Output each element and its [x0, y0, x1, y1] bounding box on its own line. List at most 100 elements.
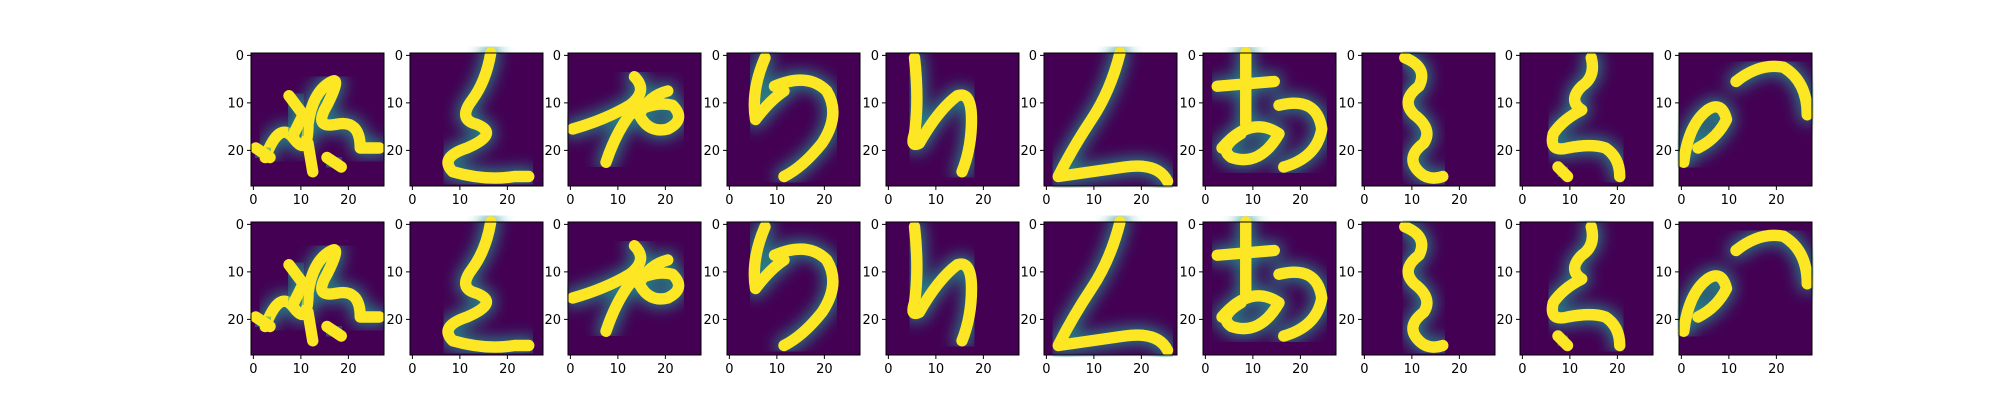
glyph-strokes	[745, 218, 842, 355]
x-tick-label: 10	[769, 362, 786, 377]
y-tick-label: 0	[1188, 218, 1196, 233]
x-tick-label: 0	[1042, 193, 1050, 208]
axis-frame	[885, 221, 1020, 356]
glyph-stroke	[1678, 60, 1813, 168]
glyph-stroke	[748, 221, 839, 352]
image-panel: 0 10 20 0 10 20	[1179, 213, 1337, 377]
glyph-stroke	[250, 311, 276, 333]
panels-group: 0 10 20 0 10 20 0 10 20 0 10 20 0 10 20 0 10 20 0 10 20 0 10 20…	[227, 44, 1816, 377]
y-tick-label: 10	[703, 96, 720, 111]
y-tick-label: 20	[1655, 313, 1672, 328]
y-tick-label: 20	[1020, 144, 1037, 159]
glyph-stroke	[1399, 221, 1449, 353]
glyph-stroke	[907, 52, 978, 178]
y-tick-label: 10	[1655, 96, 1672, 111]
y-tick-label: 0	[871, 218, 879, 233]
y-tick-label: 0	[712, 49, 720, 64]
glyph-strokes	[1396, 49, 1452, 187]
axis-frame	[1678, 221, 1813, 356]
x-tick-label: 10	[1086, 362, 1103, 377]
x-tick-label: 20	[1451, 193, 1468, 208]
x-tick-label: 20	[657, 193, 674, 208]
y-tick-label: 0	[236, 49, 244, 64]
x-tick-label: 10	[293, 193, 310, 208]
glyph-stroke	[1052, 47, 1174, 187]
glyph-strokes	[1049, 44, 1177, 190]
x-tick-label: 20	[1609, 193, 1626, 208]
glyph-strokes	[1675, 226, 1816, 340]
x-tick-label: 20	[1133, 362, 1150, 377]
y-tick-label: 10	[862, 96, 879, 111]
y-tick-label: 0	[1664, 49, 1672, 64]
x-tick-label: 0	[1360, 193, 1368, 208]
x-tick-label: 0	[408, 362, 416, 377]
x-tick-label: 0	[566, 193, 574, 208]
y-tick-label: 0	[712, 218, 720, 233]
glyph-strokes	[1208, 44, 1331, 176]
x-tick-label: 20	[816, 362, 833, 377]
y-tick-label: 20	[1179, 313, 1196, 328]
x-tick-label: 20	[340, 193, 357, 208]
y-tick-label: 20	[1338, 313, 1355, 328]
axis-frame	[726, 221, 861, 356]
x-tick-label: 0	[1360, 362, 1368, 377]
y-tick-label: 20	[1655, 144, 1672, 159]
x-tick-label: 10	[1404, 193, 1421, 208]
y-tick-label: 10	[1338, 96, 1355, 111]
glyph-stroke	[1552, 161, 1574, 183]
glyph-strokes	[1208, 213, 1331, 345]
y-tick-label: 0	[1347, 49, 1355, 64]
y-tick-label: 0	[553, 49, 561, 64]
y-tick-label: 10	[1655, 265, 1672, 280]
glyph-stroke	[748, 52, 839, 183]
glyph-stroke	[321, 151, 347, 173]
x-tick-label: 10	[1562, 362, 1579, 377]
glyph-strokes	[564, 237, 688, 340]
y-tick-label: 10	[1020, 265, 1037, 280]
glyph-strokes	[439, 213, 538, 356]
image-panel: 0 10 20 0 10 20	[1338, 218, 1496, 377]
y-tick-label: 0	[236, 218, 244, 233]
y-tick-label: 20	[386, 313, 403, 328]
x-tick-label: 0	[1518, 362, 1526, 377]
image-panel: 0 10 20 0 10 20	[862, 218, 1020, 377]
y-tick-label: 10	[386, 265, 403, 280]
x-tick-label: 10	[1404, 362, 1421, 377]
y-tick-label: 10	[227, 96, 244, 111]
x-tick-label: 10	[293, 362, 310, 377]
y-tick-label: 10	[544, 265, 561, 280]
y-tick-label: 10	[1179, 96, 1196, 111]
x-tick-label: 20	[1768, 193, 1785, 208]
glyph-strokes	[904, 218, 981, 350]
y-tick-label: 0	[553, 218, 561, 233]
y-tick-label: 20	[862, 144, 879, 159]
y-tick-label: 20	[227, 144, 244, 159]
y-tick-label: 0	[395, 49, 403, 64]
glyph-stroke	[302, 137, 319, 178]
axis-frame	[1519, 52, 1654, 187]
x-tick-label: 20	[975, 362, 992, 377]
glyph-stroke	[1678, 229, 1813, 337]
x-tick-label: 10	[610, 362, 627, 377]
image-panel: 0 10 20 0 10 20	[1338, 49, 1496, 208]
x-tick-label: 0	[408, 193, 416, 208]
x-tick-label: 10	[928, 193, 945, 208]
y-tick-label: 10	[1179, 265, 1196, 280]
y-tick-label: 0	[1188, 49, 1196, 64]
glyph-stroke	[907, 221, 978, 347]
axis-frame	[1678, 52, 1813, 187]
x-tick-label: 20	[1292, 193, 1309, 208]
y-tick-label: 10	[1020, 96, 1037, 111]
axis-frame	[1043, 221, 1178, 356]
y-tick-label: 10	[386, 96, 403, 111]
x-tick-label: 10	[928, 362, 945, 377]
y-tick-label: 20	[544, 144, 561, 159]
glyph-strokes	[247, 72, 388, 181]
y-tick-label: 20	[386, 144, 403, 159]
x-tick-label: 20	[1768, 362, 1785, 377]
glyph-strokes	[745, 49, 842, 186]
image-panel: 0 10 20 0 10 20	[386, 213, 544, 377]
image-panel: 0 10 20 0 10 20	[1020, 44, 1178, 208]
glyph-stroke	[1211, 216, 1328, 342]
y-tick-label: 20	[1179, 144, 1196, 159]
